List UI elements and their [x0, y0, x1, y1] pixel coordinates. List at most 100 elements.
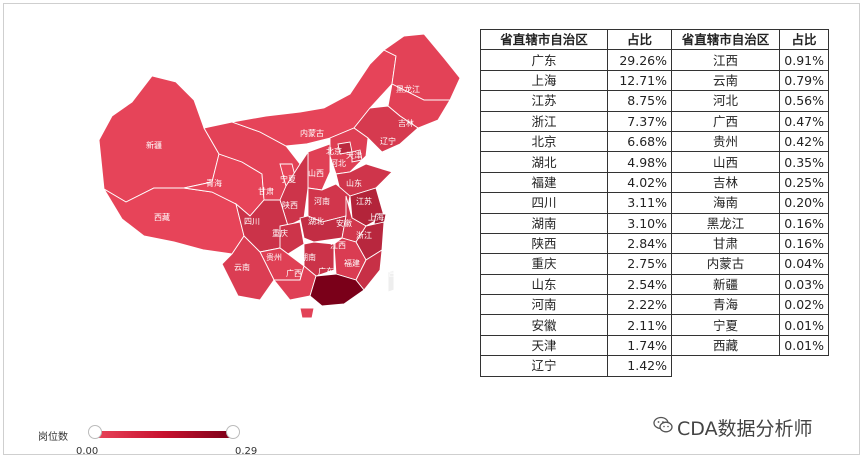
- table-row: 山东 2.54% 新疆 0.03%: [480, 273, 829, 296]
- map-label: 宁夏: [280, 174, 296, 184]
- table-cell-share: 8.75%: [607, 90, 672, 112]
- map-label: 山西: [308, 168, 324, 178]
- legend-title: 岗位数: [38, 432, 68, 443]
- table-cell-share: 2.22%: [607, 294, 672, 316]
- table-cell-province: 吉林: [671, 171, 780, 194]
- table-cell-share: 0.56%: [779, 90, 829, 112]
- table-cell-province: 湖北: [480, 151, 608, 173]
- table-row: 重庆 2.75% 内蒙古 0.04%: [480, 253, 829, 275]
- header-share-2: 占比: [779, 28, 829, 51]
- table-cell-province: 内蒙古: [671, 253, 780, 275]
- table-cell-share: 0.04%: [779, 253, 829, 275]
- table-cell-share: 1.74%: [607, 334, 672, 357]
- table-row: 四川 3.11% 海南 0.20%: [480, 192, 829, 214]
- legend-min-handle[interactable]: [88, 425, 102, 439]
- table-cell-share: 29.26%: [607, 49, 672, 71]
- table-cell-share: 6.68%: [607, 130, 672, 153]
- map-label: 辽宁: [380, 136, 396, 146]
- table-cell-province: 天津: [480, 334, 608, 357]
- legend-min-label: 0.00: [76, 446, 99, 457]
- table-cell-province: 北京: [480, 130, 608, 153]
- map-label: 安徽: [336, 218, 352, 228]
- province-台湾[interactable]: [387, 269, 395, 293]
- province-新疆[interactable]: [98, 75, 220, 203]
- table-cell-province: 上海: [480, 69, 608, 92]
- wechat-icon: [653, 416, 673, 433]
- table-cell-share: 3.11%: [607, 192, 672, 214]
- table-cell-province: 陕西: [480, 232, 608, 255]
- table-row: 广东 29.26% 江西 0.91%: [480, 49, 829, 71]
- table-row: 河南 2.22% 青海 0.02%: [480, 294, 829, 316]
- table-row: 北京 6.68% 贵州 0.42%: [480, 130, 829, 153]
- map-label: 海南: [300, 298, 316, 308]
- table-row: 安徽 2.11% 宁夏 0.01%: [480, 314, 829, 336]
- map-label: 湖北: [308, 217, 324, 226]
- header-share: 占比: [607, 28, 672, 51]
- table-cell-province: 海南: [671, 192, 780, 214]
- map-label: 北京: [326, 146, 342, 156]
- province-云南[interactable]: [221, 235, 275, 301]
- map-label: 四川: [244, 217, 260, 226]
- table-cell-share: 2.54%: [607, 273, 672, 296]
- table-cell-province: 山西: [671, 151, 780, 173]
- table-cell-share: 0.02%: [779, 294, 829, 316]
- province-海南[interactable]: [299, 307, 315, 319]
- table-row: 上海 12.71% 云南 0.79%: [480, 69, 829, 92]
- table-cell-empty: [780, 356, 829, 376]
- province-天津[interactable]: [351, 149, 363, 163]
- table-cell-province: 广东: [480, 49, 608, 71]
- table-cell-province: 青海: [671, 294, 780, 316]
- table-cell-share: 2.75%: [607, 253, 672, 275]
- table-cell-province: 河南: [480, 294, 608, 316]
- map-label: 江西: [330, 241, 346, 250]
- map-label: 湖南: [300, 252, 316, 262]
- map-label: 浙江: [356, 230, 372, 240]
- table-cell-share: 0.16%: [779, 212, 829, 234]
- table-cell-province: 山东: [480, 273, 608, 296]
- table-header-row: 省直辖市自治区 占比 省直辖市自治区 占比: [480, 28, 829, 51]
- map-label: 贵州: [266, 252, 282, 262]
- table-row: 福建 4.02% 吉林 0.25%: [480, 171, 829, 194]
- map-label: 青海: [206, 178, 222, 188]
- map-label: 广西: [286, 268, 302, 278]
- map-label: 上海: [368, 212, 384, 222]
- legend-max-label: 0.29: [235, 446, 258, 457]
- table-cell-province: 云南: [671, 69, 780, 92]
- map-label: 甘肃: [258, 186, 274, 196]
- map-label: 台湾: [388, 268, 404, 278]
- table-cell-share: 12.71%: [607, 69, 672, 92]
- table-cell-share: 3.10%: [607, 212, 672, 234]
- legend-max-handle[interactable]: [226, 425, 240, 439]
- map-label: 江苏: [356, 196, 372, 206]
- map-label: 天津: [346, 150, 362, 160]
- map-label: 黑龙江: [396, 84, 420, 94]
- header-province: 省直辖市自治区: [480, 28, 608, 51]
- table-cell-share: 0.25%: [779, 171, 829, 194]
- map-label: 河南: [314, 196, 330, 206]
- table-cell-share: 0.35%: [779, 151, 829, 173]
- table-cell-province: 宁夏: [671, 314, 780, 336]
- map-label: 广东: [318, 266, 334, 276]
- table-cell-share: 0.79%: [779, 69, 829, 92]
- table-cell-province: 贵州: [671, 130, 780, 153]
- map-label: 山东: [346, 178, 362, 188]
- table-cell-province: 西藏: [671, 334, 780, 357]
- table-cell-province: 四川: [480, 192, 608, 214]
- table-cell-share: 4.02%: [607, 171, 672, 194]
- header-province-2: 省直辖市自治区: [671, 28, 780, 51]
- map-label: 吉林: [398, 118, 414, 128]
- province-广东[interactable]: [309, 273, 365, 307]
- table-cell-empty: [672, 356, 780, 376]
- table-cell-province: 福建: [480, 171, 608, 194]
- province-重庆[interactable]: [279, 221, 305, 255]
- map-label: 重庆: [272, 228, 288, 238]
- table-cell-share: 0.01%: [779, 334, 829, 357]
- table-row: 江苏 8.75% 河北 0.56%: [480, 90, 829, 112]
- table-cell-province: 安徽: [480, 314, 608, 336]
- table-cell-share: 0.42%: [779, 130, 829, 153]
- table-cell-province: 浙江: [480, 110, 608, 132]
- table-cell-province: 湖南: [480, 212, 608, 234]
- table-cell-province: 江苏: [480, 90, 608, 112]
- map-label: 新疆: [146, 140, 162, 150]
